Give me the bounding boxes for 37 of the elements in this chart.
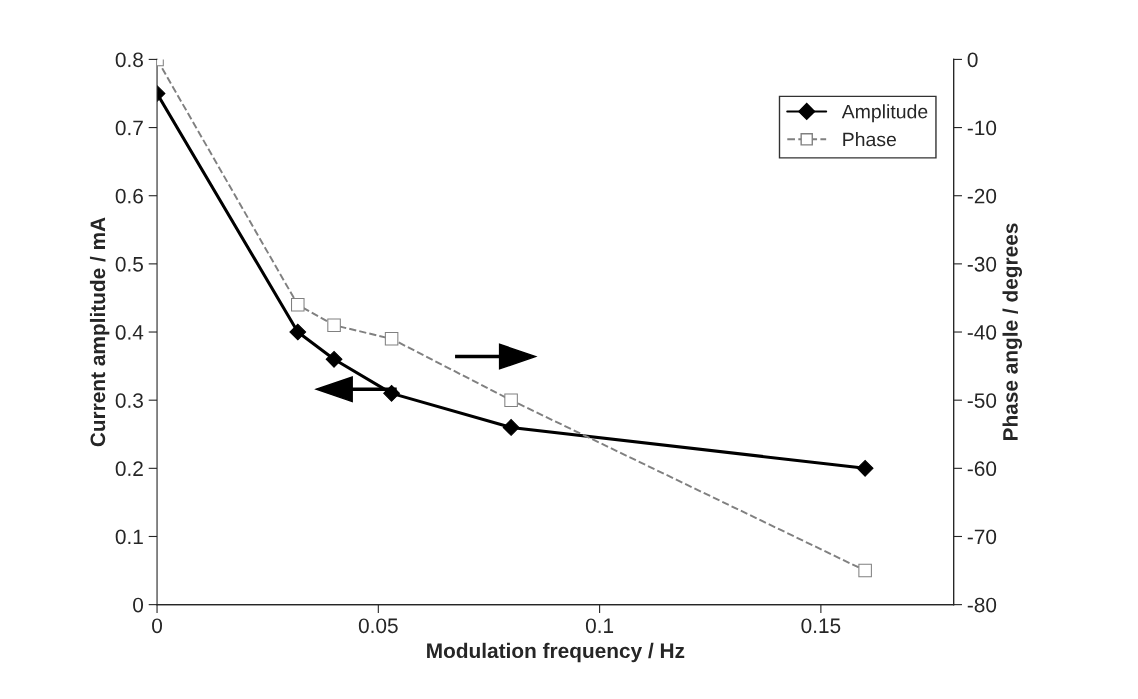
y-tick-label: 0.1 [115,529,143,545]
point [325,350,343,368]
y2-tick-label: -70 [967,529,997,545]
y2-axis-title: Phase angle / degrees [1002,223,1023,441]
y2-tick-label: -40 [967,325,997,340]
x-tick-label: 0.1 [585,618,614,634]
x-tick-label: 0 [152,618,163,634]
y2-tick-label: -50 [967,393,997,408]
x-axis-title: Modulation frequency / Hz [427,642,685,663]
y2-tick-label: 0 [967,52,978,68]
y2-tick-label: -60 [967,461,997,477]
x-tick-label: 0.05 [358,618,398,634]
point [291,297,305,312]
point [383,384,400,402]
y2-tick-label: -20 [967,188,997,204]
y-tick-label: 0.4 [115,325,144,340]
point [384,332,399,346]
point [858,563,872,578]
y-tick-label: 0.6 [115,188,143,204]
x-tick-label: 0.15 [801,618,841,634]
legend-label: Phase [843,132,896,147]
y2-tick-label: -80 [967,597,997,613]
point [504,393,518,407]
y-tick-label: 0.7 [115,120,143,136]
point [289,323,307,341]
y-tick-label: 0 [133,597,144,613]
point [502,419,520,436]
y2-tick-label: -10 [967,120,997,136]
y-axis-title: Current amplitude / mA [89,217,110,447]
y-tick-label: 0.3 [115,393,143,408]
y-tick-label: 0.8 [115,52,143,68]
point [856,459,874,477]
y-tick-label: 0.5 [115,256,143,272]
point [327,318,341,332]
legend-label: Amplitude [841,104,928,123]
y-tick-label: 0.2 [115,461,143,477]
y2-tick-label: -30 [967,256,997,272]
